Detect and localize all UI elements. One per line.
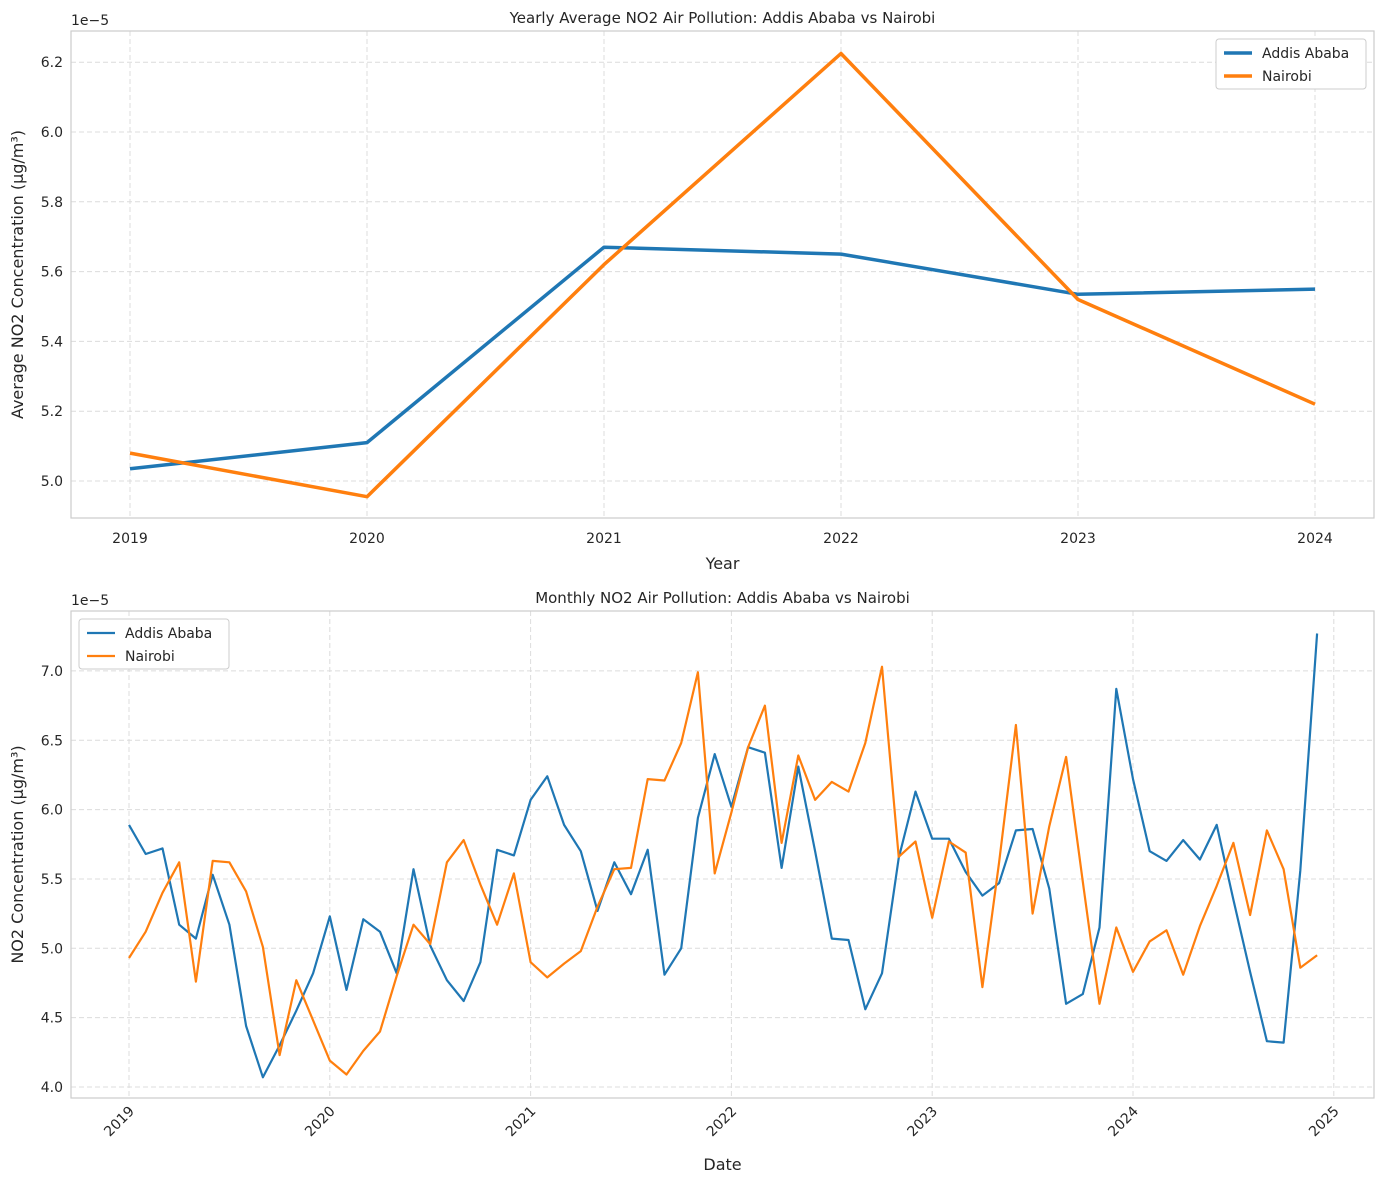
y-tick-label: 6.0 [41, 803, 63, 819]
y-tick-label: 5.0 [41, 941, 63, 957]
chart-title: Monthly NO2 Air Pollution: Addis Ababa v… [535, 589, 910, 607]
x-axis-label: Year [705, 554, 740, 573]
offset-label: 1e−5 [71, 593, 109, 609]
axes-frame [70, 30, 1375, 519]
y-tick-label: 5.8 [41, 195, 63, 211]
x-axis-label: Date [703, 1155, 741, 1174]
y-axis-label: Average NO2 Concentration (µg/m³) [8, 130, 27, 419]
chart-yearly: 5.0 5.2 5.4 5.6 5.8 6.0 6.2 2019 2020 2021 2022 202… [8, 9, 1375, 573]
y-tick-label: 7.0 [41, 664, 63, 680]
x-tick-label: 2019 [101, 1104, 138, 1141]
y-tick-label: 4.5 [41, 1011, 63, 1027]
series-line-addis-ababa [128, 633, 1319, 1079]
y-tick-label: 5.6 [41, 265, 63, 281]
series-line-nairobi [128, 665, 1318, 1076]
legend-box [78, 618, 230, 670]
offset-label: 1e−5 [71, 13, 109, 29]
x-tick-label: 2019 [112, 531, 148, 547]
y-axis-label: NO2 Concentration (µg/m³) [8, 745, 27, 963]
x-tick-label: 2020 [349, 531, 385, 547]
y-tick-label: 6.5 [41, 733, 63, 749]
x-tick-label: 2022 [823, 531, 859, 547]
series-line-nairobi [129, 51, 1316, 499]
x-tick-label: 2024 [1297, 531, 1333, 547]
x-tick-label: 2023 [1060, 531, 1096, 547]
legend-label: Addis Ababa [125, 626, 212, 642]
y-tick-label: 5.4 [41, 334, 63, 350]
chart-monthly: 4.0 4.5 5.0 5.5 6.0 6.5 7.0 2019 2020 2021 2022 202… [8, 589, 1375, 1174]
x-tick-label: 2021 [586, 531, 622, 547]
y-tick-label: 6.0 [41, 125, 63, 141]
x-tick-label: 2023 [905, 1104, 942, 1141]
y-tick-label: 4.0 [41, 1080, 63, 1096]
series-line-addis-ababa [129, 245, 1316, 471]
legend: Addis Ababa Nairobi [78, 618, 230, 670]
x-tick-label: 2024 [1105, 1103, 1142, 1140]
y-tick-label: 5.5 [41, 872, 63, 888]
x-tick-label: 2025 [1306, 1104, 1343, 1141]
x-tick-label: 2022 [704, 1104, 741, 1141]
y-tick-label: 5.0 [41, 474, 63, 490]
legend-box [1215, 38, 1367, 90]
chart-title: Yearly Average NO2 Air Pollution: Addis … [509, 9, 936, 27]
x-tick-label: 2020 [302, 1104, 339, 1141]
x-tick-label: 2021 [503, 1104, 540, 1141]
legend-label: Addis Ababa [1262, 46, 1349, 62]
legend-label: Nairobi [125, 649, 175, 665]
legend-label: Nairobi [1262, 69, 1312, 85]
y-tick-label: 5.2 [41, 404, 63, 420]
legend: Addis Ababa Nairobi [1215, 38, 1367, 90]
axes-frame [70, 610, 1375, 1099]
y-tick-label: 6.2 [41, 55, 63, 71]
